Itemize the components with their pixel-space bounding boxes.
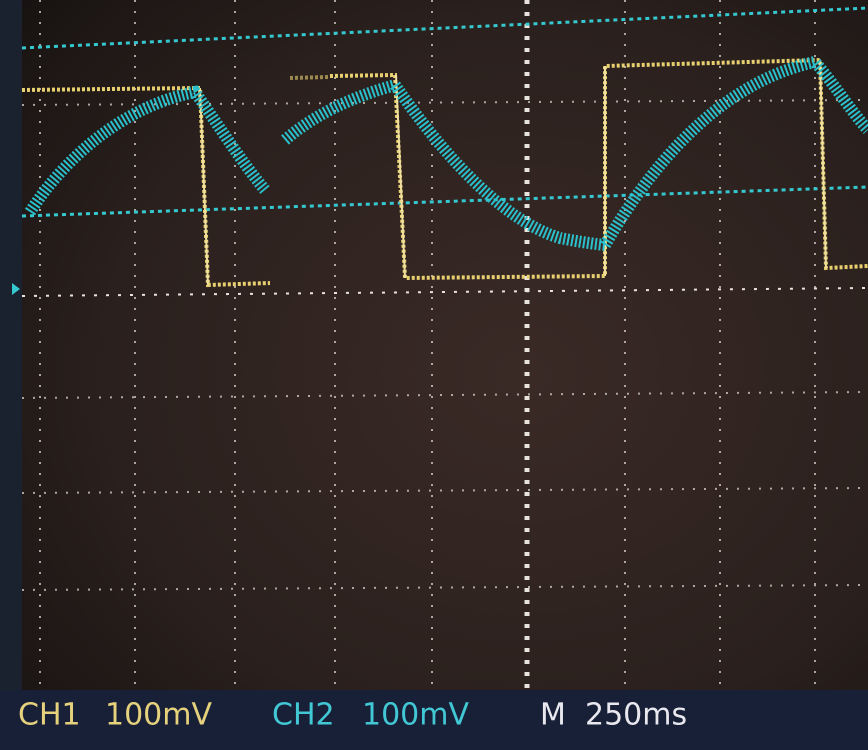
grid-line [21,99,868,106]
status-bar [0,690,868,750]
timebase-label: M [540,698,566,733]
ch2-marker [12,283,20,295]
ch1-label: CH1 [18,698,81,733]
edge [395,74,406,279]
ch2-scale: 100mV [362,698,469,733]
grid-line [21,584,868,591]
timebase-scale: 250ms [585,698,687,733]
grid-line [21,487,868,494]
trace-segment [281,78,606,251]
cursor-line [21,6,868,50]
edge [819,59,827,269]
ch2-label: CH2 [272,698,335,733]
trace-segment [24,85,270,216]
trace-segment [599,55,868,249]
cursor-line [21,185,868,218]
ch1-scale: 100mV [105,698,212,733]
bezel-left [0,0,22,700]
grid [21,0,868,690]
edge [199,87,209,286]
ch1-trace [289,75,331,80]
grid-line [21,391,868,399]
ch2-trace [24,55,868,251]
cursors [21,6,868,218]
